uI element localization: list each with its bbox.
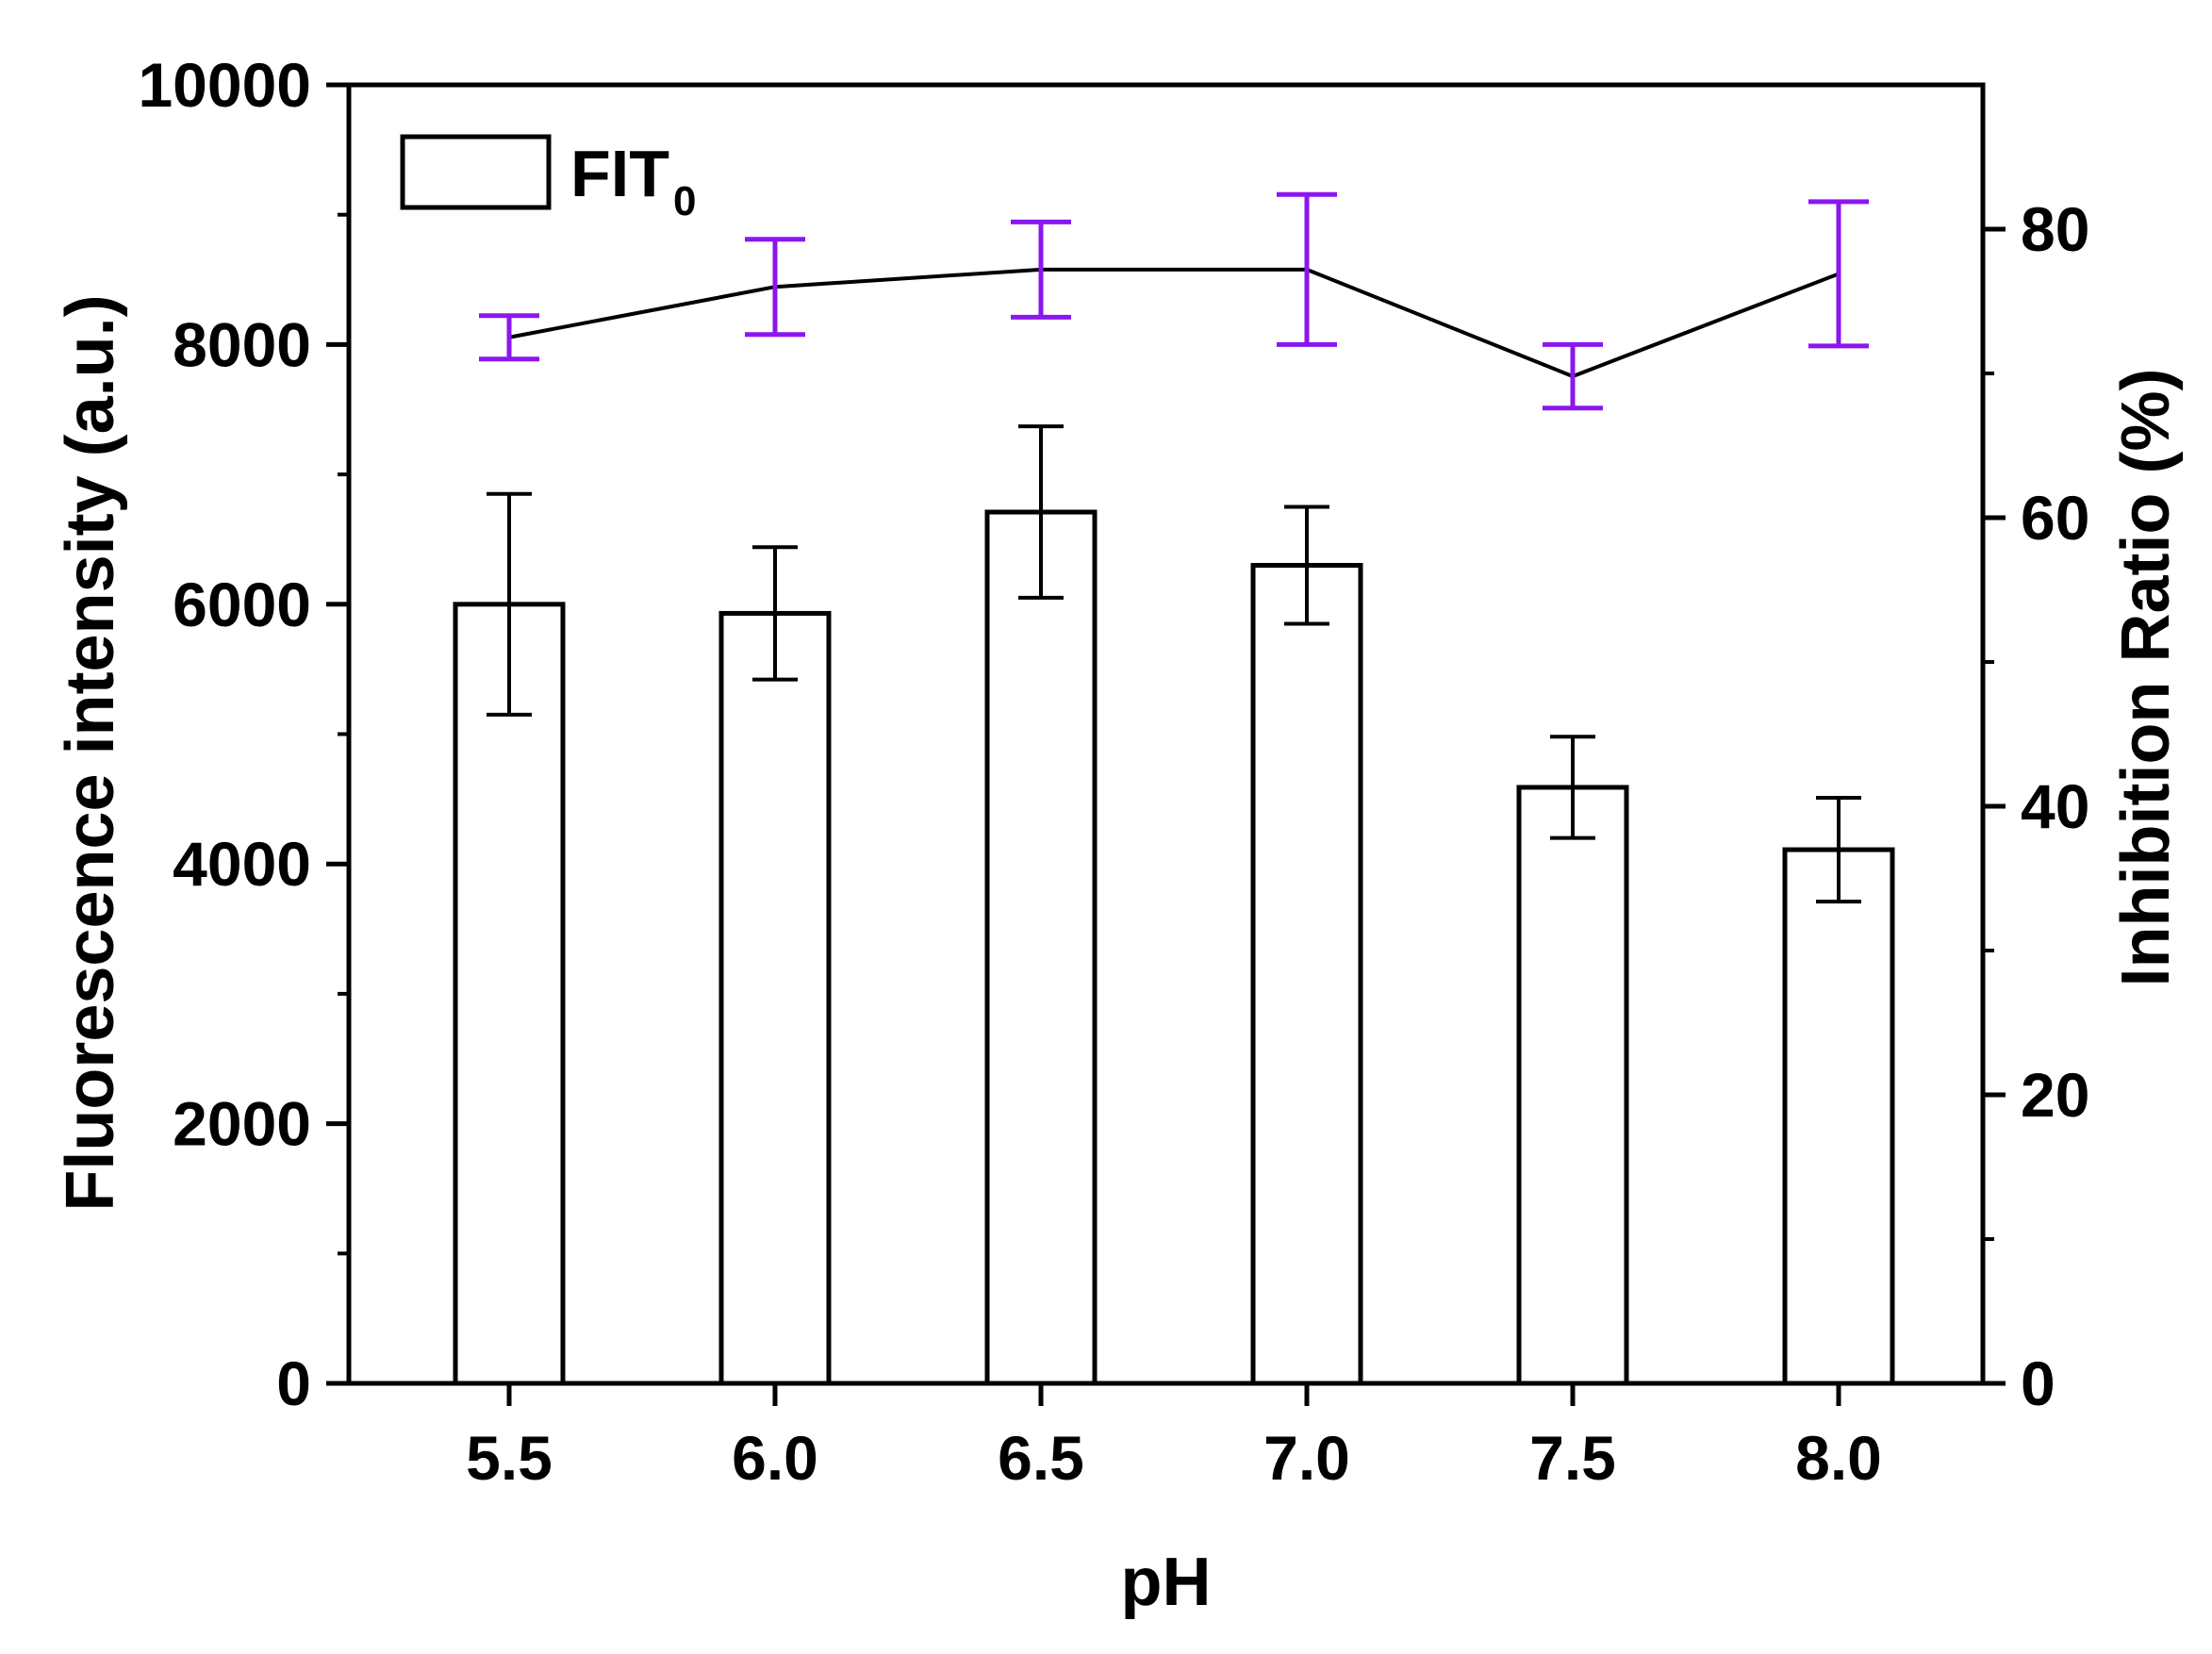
bar-errors-layer bbox=[487, 424, 1861, 904]
bar-6.5 bbox=[984, 509, 1098, 1386]
bars-layer bbox=[453, 509, 1895, 1386]
y-left-tick-label-10000: 10000 bbox=[138, 50, 311, 120]
y-right-tick-label-40: 40 bbox=[2021, 771, 2089, 841]
y-left-tick-label-2000: 2000 bbox=[173, 1089, 311, 1159]
legend-label: FIT0 bbox=[570, 137, 696, 224]
x-tick-label-5.5: 5.5 bbox=[466, 1423, 553, 1493]
y-left-axis-title: Fluorescence intensity (a.u.) bbox=[53, 294, 128, 1211]
y-right-tick-label-0: 0 bbox=[2021, 1348, 2055, 1418]
left-axis: 0 2000 4000 6000 8000 10000 bbox=[138, 50, 349, 1418]
bar-7.0 bbox=[1250, 562, 1363, 1386]
x-tick-label-6.5: 6.5 bbox=[998, 1423, 1084, 1493]
bar-7.5 bbox=[1516, 785, 1629, 1386]
y-left-tick-label-4000: 4000 bbox=[173, 829, 311, 899]
y-right-tick-label-60: 60 bbox=[2021, 483, 2089, 553]
legend-label-subscript: 0 bbox=[673, 178, 696, 224]
x-axis: 5.5 6.0 6.5 7.0 7.5 8.0 bbox=[466, 1383, 1882, 1493]
legend-label-main: FIT bbox=[570, 137, 669, 210]
line-layer bbox=[508, 267, 1840, 379]
x-tick-label-7.0: 7.0 bbox=[1263, 1423, 1350, 1493]
y-right-tick-label-80: 80 bbox=[2021, 194, 2089, 264]
line-errors-layer bbox=[479, 191, 1869, 411]
bar-6.0 bbox=[718, 610, 832, 1386]
y-left-tick-label-6000: 6000 bbox=[173, 570, 311, 639]
y-left-tick-label-0: 0 bbox=[276, 1348, 311, 1418]
x-tick-label-7.5: 7.5 bbox=[1529, 1423, 1616, 1493]
x-tick-label-6.0: 6.0 bbox=[732, 1423, 818, 1493]
inhibition-line bbox=[508, 267, 1840, 379]
right-axis: 0 20 40 60 80 bbox=[1983, 194, 2089, 1418]
legend-swatch bbox=[400, 134, 552, 210]
x-axis-title: pH bbox=[1121, 1545, 1212, 1620]
legend: FIT0 bbox=[400, 134, 696, 224]
y-right-axis-title: Inhibition Ratio (%) bbox=[2108, 369, 2184, 987]
bar-5.5 bbox=[453, 602, 566, 1386]
y-left-tick-label-8000: 8000 bbox=[173, 309, 311, 379]
y-right-tick-label-20: 20 bbox=[2021, 1060, 2089, 1130]
bar-8.0 bbox=[1782, 847, 1895, 1386]
x-tick-label-8.0: 8.0 bbox=[1795, 1423, 1882, 1493]
plot-frame bbox=[346, 82, 1986, 1386]
